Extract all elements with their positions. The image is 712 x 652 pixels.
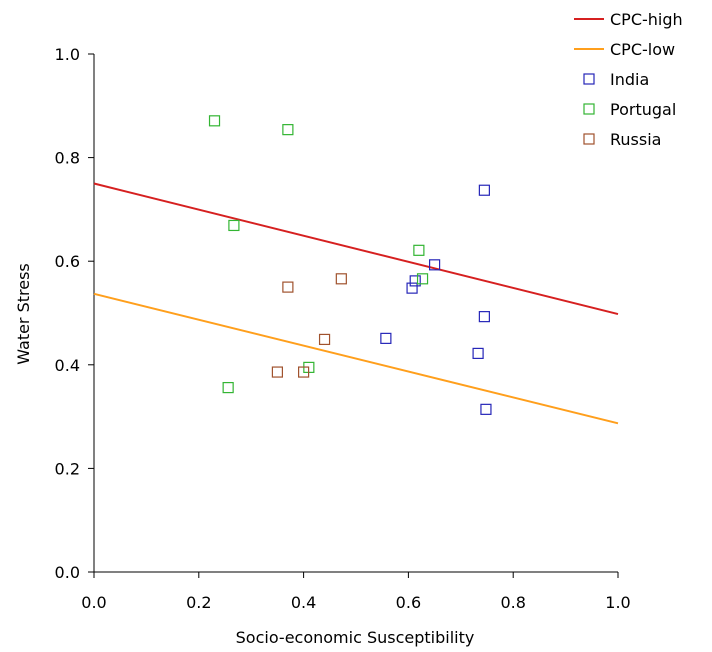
x-tick-label: 0.6 [396, 593, 421, 612]
data-point-portugal [282, 124, 294, 136]
y-tick-label: 0.4 [55, 356, 80, 375]
data-point-india [472, 347, 484, 360]
x-tick-label: 0.8 [500, 593, 525, 612]
line-cpc-low [93, 292, 619, 425]
y-tick-label: 0.8 [55, 149, 80, 168]
data-point-russia [318, 333, 331, 346]
x-axis-label: Socio-economic Susceptibility [236, 628, 475, 647]
legend-label-russia: Russia [610, 130, 661, 149]
legend-label-cpc-high: CPC-high [610, 10, 683, 29]
legend-swatch-india [583, 73, 595, 85]
y-tick-label: 0.6 [55, 252, 80, 271]
x-tick-label: 1.0 [605, 593, 630, 612]
y-tick-label: 0.0 [55, 563, 80, 582]
legend-swatch-portugal [583, 103, 595, 115]
data-point-russia [298, 366, 310, 378]
legend-label-cpc-low: CPC-low [610, 40, 675, 59]
legend-label-india: India [610, 70, 649, 89]
data-point-russia [335, 273, 347, 285]
line-cpc-high [93, 182, 619, 316]
data-point-india [478, 311, 490, 323]
y-tick-label: 1.0 [55, 45, 80, 64]
data-point-india [480, 403, 492, 415]
data-point-india [406, 282, 418, 294]
x-tick-label: 0.2 [186, 593, 211, 612]
data-point-portugal [222, 381, 234, 394]
data-point-india [429, 259, 441, 271]
legend-swatch-russia [583, 133, 595, 145]
data-point-portugal [413, 244, 425, 256]
legend-label-portugal: Portugal [610, 100, 676, 119]
data-point-russia [271, 366, 283, 378]
y-tick-label: 0.2 [55, 459, 80, 478]
data-point-india [478, 184, 490, 196]
data-point-india [409, 275, 421, 287]
data-point-portugal [228, 219, 240, 232]
legend: CPC-high CPC-low India Portugal Russia [574, 10, 683, 149]
x-tick-label: 0.0 [81, 593, 106, 612]
data-point-portugal [208, 115, 221, 127]
x-tick-label: 0.4 [291, 593, 316, 612]
plot-area: 0.0 0.2 0.4 0.6 0.8 1.0 0.0 0.2 0.4 0.6 0.8 1.0 [55, 45, 631, 612]
y-axis-label: Water Stress [14, 263, 33, 365]
data-point-russia [282, 281, 294, 293]
data-point-india [380, 332, 392, 344]
data-point-portugal [416, 273, 429, 285]
